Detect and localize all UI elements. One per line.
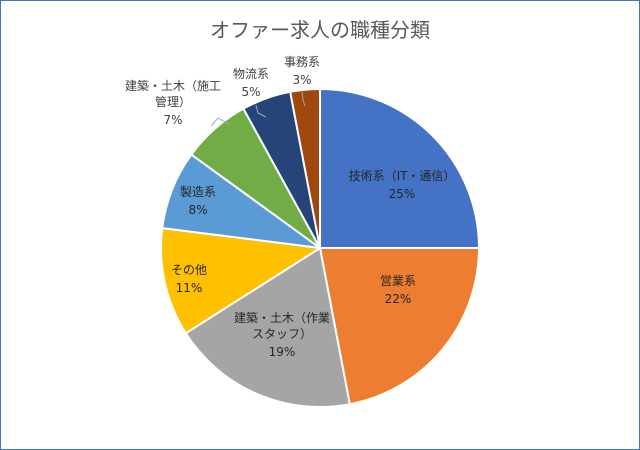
slice-value-label: 22% — [385, 292, 412, 306]
slice-value-label: 3% — [292, 73, 311, 87]
pie-slice — [184, 246, 351, 408]
slice-name-label: 事務系 — [284, 55, 320, 69]
slice-value-label: 7% — [163, 113, 182, 127]
slice-name-label: 製造系 — [180, 185, 216, 199]
slice-name-label: 営業系 — [380, 274, 416, 288]
slice-name-label: スタッフ） — [252, 327, 312, 341]
pie-slice — [319, 87, 481, 249]
slice-value-label: 5% — [241, 85, 260, 99]
chart-title: オファー求人の職種分類 — [210, 18, 430, 42]
slice-name-label: 技術系（IT・通信） — [349, 169, 456, 183]
slice-name-label: 建築・土木（施工 — [125, 78, 221, 93]
slice-name-label: その他 — [171, 263, 207, 277]
pie-slice — [289, 87, 321, 249]
pie-slice — [318, 247, 481, 406]
slice-value-label: 8% — [188, 203, 207, 217]
leader-line — [301, 91, 306, 107]
leader-line — [255, 104, 267, 118]
slice-value-label: 19% — [269, 345, 296, 359]
pie-slice — [160, 226, 323, 335]
leader-line — [210, 117, 231, 127]
slice-name-label: 物流系 — [233, 67, 269, 81]
slice-name-label: 管理） — [155, 94, 191, 109]
slice-value-label: 11% — [176, 281, 203, 295]
slice-name-label: 建築・土木（作業 — [234, 310, 330, 325]
slice-value-label: 25% — [389, 187, 416, 201]
